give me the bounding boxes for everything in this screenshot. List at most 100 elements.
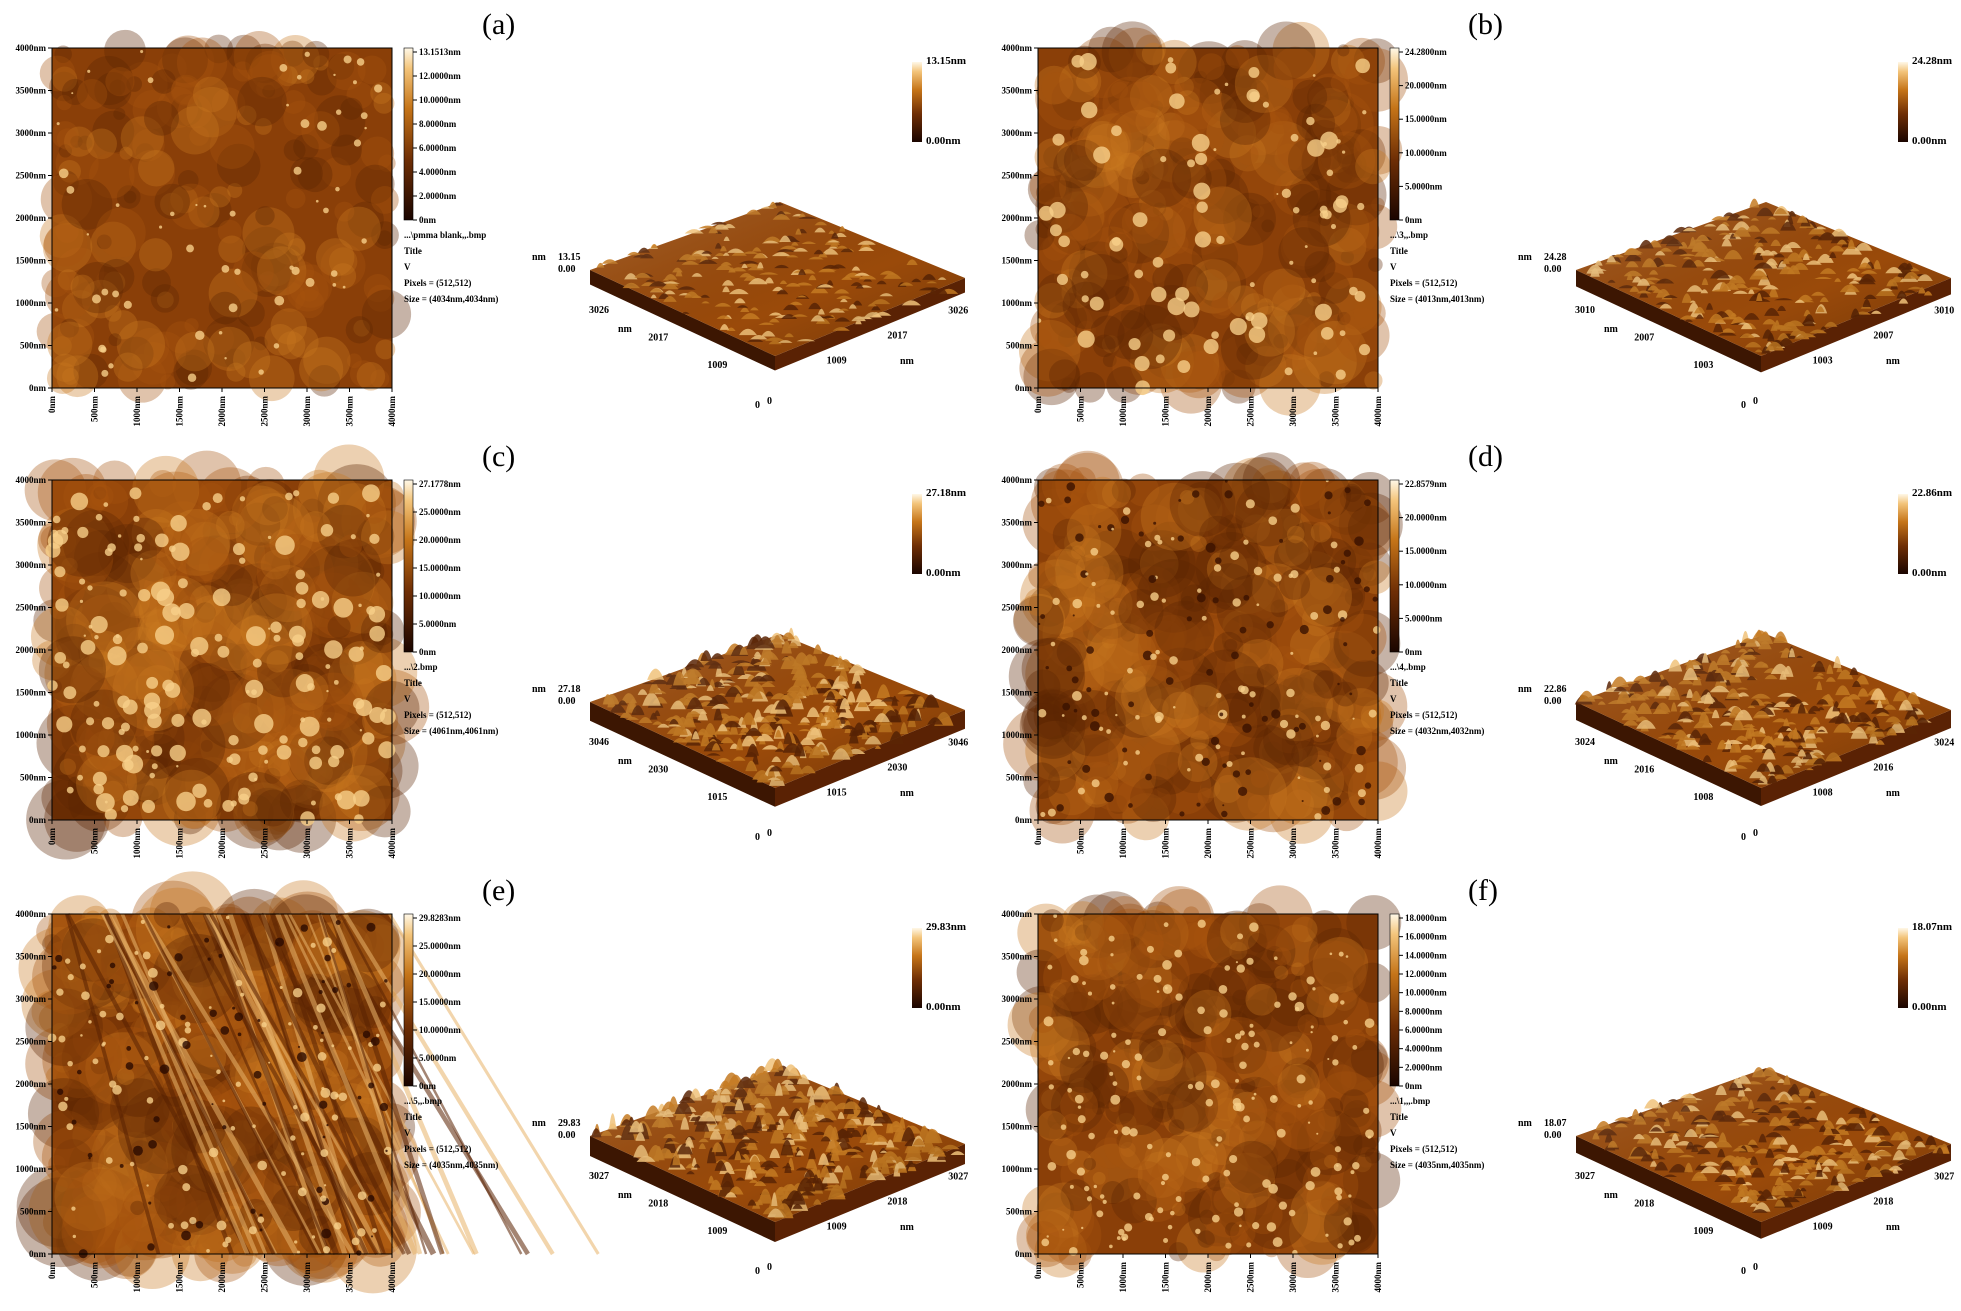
y-tick-label: 4000nm	[15, 43, 46, 53]
y-tick-label: 3000nm	[15, 560, 46, 570]
x-tick-label: 2500nm	[260, 828, 270, 859]
axis-tick-label-right: 2017	[887, 330, 907, 341]
axis-tick-label-right: 3027	[948, 1171, 968, 1182]
y-tick-label: 500nm	[20, 1207, 47, 1217]
axis-tick-label-right: 2018	[1873, 1196, 1893, 1207]
colorbar-label: 10.0000nm	[419, 95, 461, 105]
x-tick-label: 0nm	[1033, 1262, 1043, 1280]
y-tick-label: 3500nm	[15, 86, 46, 96]
x-tick-label: 500nm	[1076, 396, 1086, 423]
y-tick-label: 500nm	[20, 341, 47, 351]
colorbar-label: 8.0000nm	[1405, 1006, 1443, 1016]
colorbar-label: 20.0000nm	[419, 969, 461, 979]
height-map-3d	[590, 1058, 965, 1242]
axis-tick-label-right: 3046	[948, 737, 968, 748]
y-tick-label: 3500nm	[15, 518, 46, 528]
axis-tick-label-left: 1009	[707, 360, 727, 371]
axis-tick-label-right: 1009	[827, 1221, 847, 1232]
axis-tick-label-left: 2018	[648, 1199, 668, 1210]
surface-shading	[1576, 634, 1951, 788]
colorbar-label: 10.0000nm	[1405, 988, 1447, 998]
surface-shading	[1576, 1068, 1951, 1222]
x-tick-label: 500nm	[1076, 828, 1086, 855]
height-map-3d	[1574, 629, 1951, 806]
x-tick-label: 3500nm	[1331, 396, 1341, 427]
afm-panel: (c) 4000nm 3500nm 3000nm 2500nm 2000nm 1500nm 1…	[15, 440, 968, 860]
axis-tick-label-left: 1015	[707, 792, 727, 803]
y-tick-label: 2500nm	[15, 603, 46, 613]
x-tick-label: 2000nm	[1203, 1262, 1213, 1293]
x-tick-label: 1000nm	[132, 1262, 142, 1293]
y-tick-label: 0nm	[1015, 815, 1033, 825]
x-tick-label: 1000nm	[1118, 396, 1128, 427]
x-tick-label: 1000nm	[132, 396, 142, 427]
colorbar-3d-min: 0.00nm	[1912, 135, 1947, 147]
scan-info-line: V	[404, 694, 411, 704]
colorbar-label: 4.0000nm	[419, 167, 457, 177]
z-axis-max: 18.07	[1544, 1118, 1567, 1129]
axis-unit-right: nm	[900, 356, 915, 367]
y-tick-label: 1000nm	[1001, 730, 1032, 740]
scan-info-line: Title	[1390, 246, 1408, 256]
x-tick-label: 2500nm	[1246, 396, 1256, 427]
x-tick-label: 2000nm	[217, 828, 227, 859]
colorbar-3d	[1898, 928, 1908, 1008]
scan-info-line: Pixels = (512,512)	[1390, 710, 1457, 720]
afm-panel: (b) 4000nm 3500nm 3000nm 2500nm 2000nm 1500nm 1…	[1001, 8, 1954, 427]
colorbar-3d-min: 0.00nm	[926, 135, 961, 147]
x-tick-label: 4000nm	[1373, 828, 1383, 859]
surface-shading	[590, 634, 965, 788]
axis-tick-label-right: 3026	[948, 305, 968, 316]
scan-info-line: ...\pmma blank,,.bmp	[404, 230, 486, 240]
surface-side-left	[1576, 702, 1761, 806]
y-tick-label: 2000nm	[15, 1079, 46, 1089]
colorbar-label: 13.1513nm	[419, 47, 461, 57]
x-tick-label: 1500nm	[175, 828, 185, 859]
axis-tick-label-right: 2018	[887, 1196, 907, 1207]
colorbar-3d-min: 0.00nm	[926, 567, 961, 579]
colorbar-label: 12.0000nm	[1405, 969, 1447, 979]
y-tick-label: 500nm	[1006, 773, 1033, 783]
colorbar-3d	[1898, 62, 1908, 142]
scan-info-line: Title	[404, 246, 422, 256]
x-tick-label: 2000nm	[217, 396, 227, 427]
z-axis-min: 0.00	[1544, 696, 1562, 707]
height-map-3d	[1576, 198, 1951, 373]
origin-label: 0	[1753, 828, 1758, 839]
height-map-3d	[1576, 1067, 1951, 1239]
colorbar-label: 6.0000nm	[419, 143, 457, 153]
axis-tick-label-left: 1008	[1693, 792, 1713, 803]
axis-tick-label-right: 1008	[1813, 787, 1833, 798]
height-map-2d	[24, 444, 430, 860]
colorbar-2d	[403, 913, 414, 1087]
scan-info-line: Title	[1390, 678, 1408, 688]
x-tick-label: 0nm	[1033, 396, 1043, 414]
scan-info-line: Pixels = (512,512)	[1390, 278, 1457, 288]
x-tick-label: 2500nm	[260, 396, 270, 427]
origin-label: 0	[1753, 1262, 1758, 1273]
panel-letter: (c)	[482, 440, 515, 473]
colorbar-label: 10.0000nm	[1405, 580, 1447, 590]
y-tick-label: 2500nm	[15, 171, 46, 181]
axis-unit-right: nm	[1886, 788, 1901, 799]
scan-info-line: Title	[404, 678, 422, 688]
scan-info-line: Pixels = (512,512)	[404, 1144, 471, 1154]
y-tick-label: 0nm	[29, 383, 47, 393]
z-axis-min: 0.00	[1544, 1130, 1562, 1141]
y-tick-label: 3000nm	[15, 128, 46, 138]
axis-unit-left: nm	[1604, 324, 1619, 335]
x-tick-label: 1500nm	[1161, 1262, 1171, 1293]
x-tick-label: 500nm	[90, 1262, 100, 1289]
colorbar-3d-max: 29.83nm	[926, 921, 966, 933]
x-tick-label: 3500nm	[1331, 828, 1341, 859]
colorbar-label: 15.0000nm	[1405, 114, 1447, 124]
x-tick-label: 4000nm	[1373, 396, 1383, 427]
z-axis-unit: nm	[532, 1118, 547, 1129]
colorbar-3d-max: 22.86nm	[1912, 487, 1952, 499]
colorbar-3d-max: 13.15nm	[926, 55, 966, 67]
colorbar-label: 25.0000nm	[419, 507, 461, 517]
afm-panel: (d) 4000nm 3500nm 3000nm 2500nm 2000nm 1500nm 1…	[1001, 440, 1954, 859]
axis-tick-label-left: 3027	[1575, 1171, 1595, 1182]
colorbar-label: 6.0000nm	[1405, 1025, 1443, 1035]
